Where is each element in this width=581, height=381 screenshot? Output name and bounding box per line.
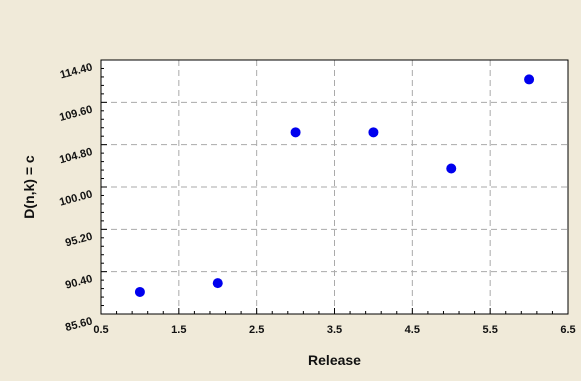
data-point	[290, 127, 301, 138]
data-point	[134, 286, 145, 297]
x-axis-title: Release	[308, 352, 361, 368]
x-tick-label: 3.5	[327, 324, 342, 336]
data-point	[212, 278, 223, 289]
data-points	[134, 74, 535, 297]
data-point	[368, 127, 379, 138]
data-point	[524, 74, 535, 85]
grid-lines	[101, 60, 568, 314]
tick-marks	[100, 59, 569, 315]
x-tick-label: 4.5	[405, 324, 420, 336]
y-axis-title: D(n,k) = c	[21, 155, 37, 219]
x-tick-label: 1.5	[171, 324, 186, 336]
data-point	[446, 163, 457, 174]
x-tick-label: 0.5	[93, 324, 108, 336]
x-tick-label: 5.5	[483, 324, 498, 336]
x-tick-label: 2.5	[249, 324, 264, 336]
x-tick-labels: 0.5 1.5 2.5 3.5 4.5 5.5 6.5	[93, 324, 575, 336]
x-tick-label: 6.5	[560, 324, 575, 336]
